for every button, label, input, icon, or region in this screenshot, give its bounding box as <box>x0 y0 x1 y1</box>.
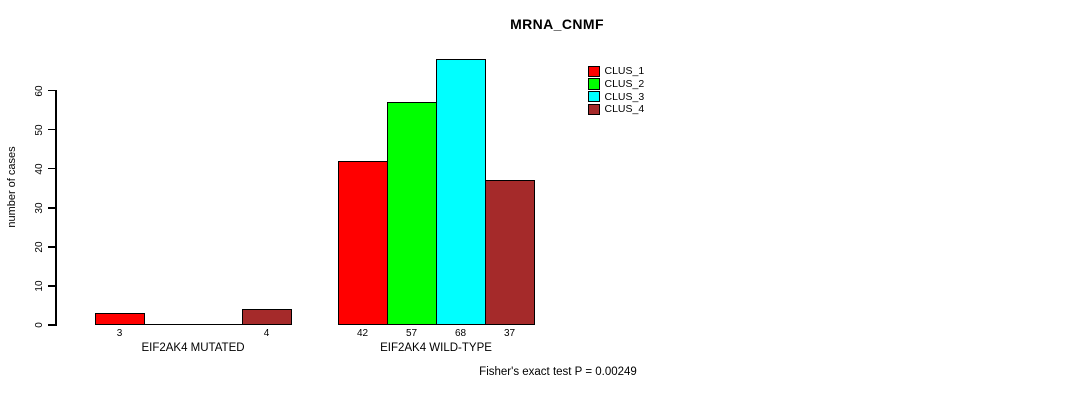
legend: CLUS_1 CLUS_2 CLUS_3 CLUS_4 <box>588 65 644 116</box>
bar-clus_2-group2 <box>387 102 437 325</box>
y-tick <box>48 285 55 287</box>
legend-label: CLUS_2 <box>604 78 645 91</box>
legend-swatch-icon <box>588 78 600 90</box>
y-tick-label: 10 <box>34 280 45 292</box>
y-axis-title: number of cases <box>6 146 18 228</box>
bar-value-label: 68 <box>454 328 467 339</box>
zero-height-bar-clus_2 <box>144 324 194 325</box>
y-tick-label: 50 <box>34 124 45 136</box>
bar-value-label: 3 <box>116 328 123 339</box>
bar-clus_4-group1 <box>242 309 292 325</box>
zero-height-bar-clus_3 <box>193 324 243 325</box>
legend-swatch-icon <box>588 90 600 103</box>
chart-title: MRNA_CNMF <box>510 16 604 32</box>
y-tick-label: 20 <box>34 241 45 253</box>
y-axis-line <box>55 90 57 326</box>
legend-swatch-icon <box>588 65 600 78</box>
legend-item-clus_3: CLUS_3 <box>588 90 644 103</box>
y-tick <box>48 89 55 92</box>
group-label-1: EIF2AK4 MUTATED <box>141 342 245 354</box>
y-tick <box>48 167 55 170</box>
bar-clus_3-group2 <box>436 59 486 325</box>
bar-clus_1-group1 <box>95 313 145 325</box>
bar-value-label: 42 <box>356 328 369 339</box>
legend-item-clus_4: CLUS_4 <box>588 103 644 116</box>
y-tick-label: 60 <box>34 84 45 97</box>
y-tick <box>48 246 55 248</box>
y-tick <box>48 128 55 131</box>
fisher-test-annotation: Fisher's exact test P = 0.00249 <box>479 366 637 378</box>
bar-value-label: 37 <box>503 328 516 339</box>
bar-value-label: 4 <box>263 328 270 339</box>
bar-clus_1-group2 <box>338 160 388 325</box>
group-label-2: EIF2AK4 WILD-TYPE <box>380 342 492 354</box>
legend-label: CLUS_1 <box>604 65 645 78</box>
bar-clus_4-group2 <box>485 180 535 325</box>
y-tick <box>48 324 55 326</box>
legend-item-clus_2: CLUS_2 <box>588 78 644 91</box>
y-tick-label: 30 <box>34 202 45 214</box>
legend-label: CLUS_3 <box>604 90 645 103</box>
bar-value-label: 57 <box>405 328 418 339</box>
y-tick-label: 0 <box>34 322 45 328</box>
legend-item-clus_1: CLUS_1 <box>588 65 644 78</box>
y-tick-label: 40 <box>34 163 45 175</box>
legend-label: CLUS_4 <box>604 103 645 116</box>
legend-swatch-icon <box>588 103 600 116</box>
y-tick <box>48 207 55 209</box>
